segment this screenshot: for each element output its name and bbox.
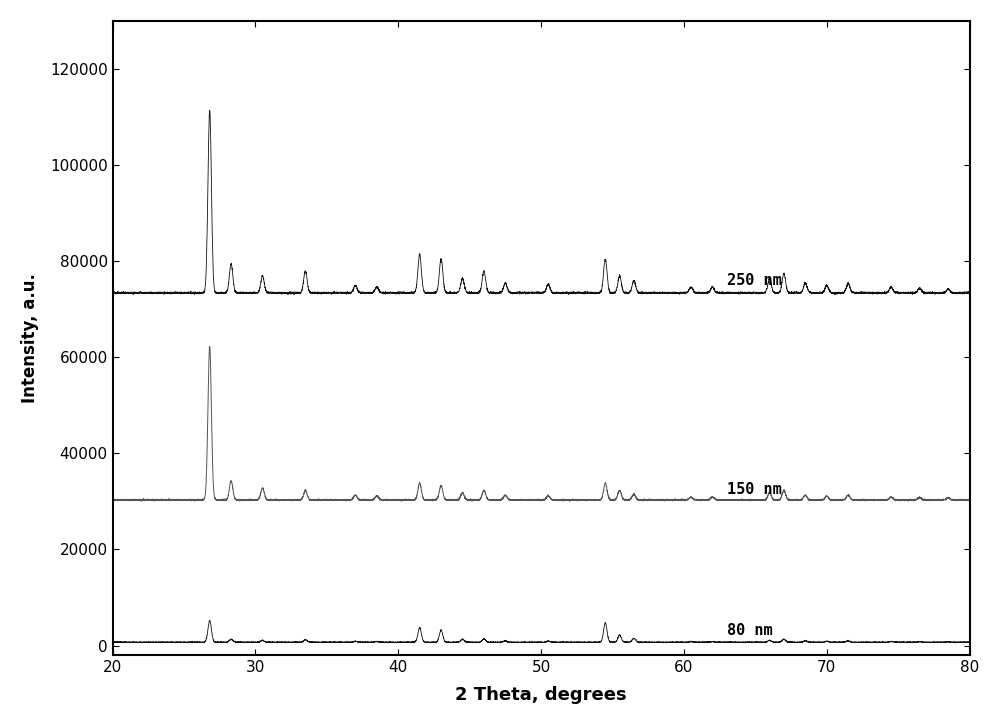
X-axis label: 2 Theta, degrees: 2 Theta, degrees xyxy=(455,686,627,704)
Y-axis label: Intensity, a.u.: Intensity, a.u. xyxy=(21,273,39,403)
Text: 150 nm: 150 nm xyxy=(727,482,781,497)
Text: 250 nm: 250 nm xyxy=(727,273,781,288)
Text: 80 nm: 80 nm xyxy=(727,623,772,637)
